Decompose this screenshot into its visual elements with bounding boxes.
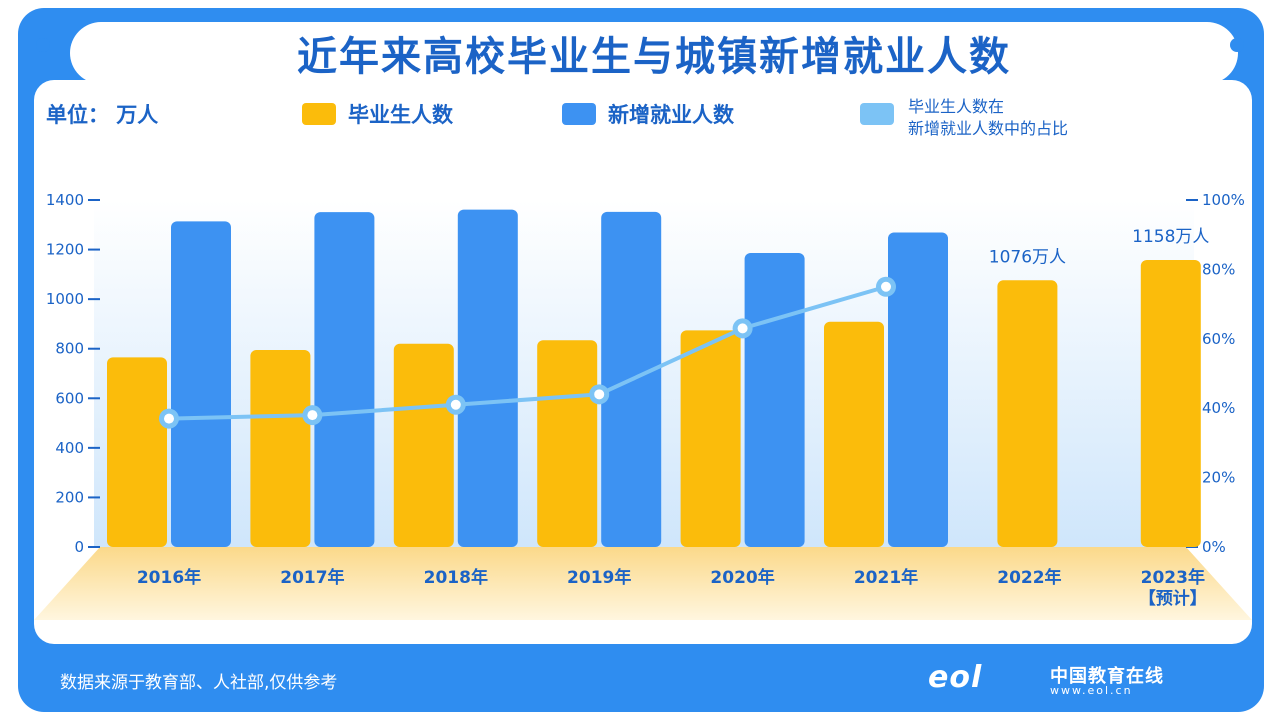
bar-graduates [107,357,167,547]
ratio-line [159,276,896,429]
y-left-tick-label: 1400 [46,191,84,209]
floor-band [34,547,1252,620]
ratio-point [737,323,748,334]
legend-label-ratio-line1: 毕业生人数在 [908,97,1004,116]
eol-logo-name: 中国教育在线 [1050,666,1164,687]
x-tick-label: 2018年 [424,567,488,588]
x-tick-label: 2022年 [997,567,1061,588]
y-left-tick-label: 0 [74,538,84,556]
labels: 2016年 2017年 2018年 2019年 2020年 2021年 2022年 2023年… [137,227,1210,609]
y-right-tick-label: 0% [1202,538,1226,556]
y-right-tick-label: 40% [1202,399,1235,417]
legend-swatch-ratio [860,103,894,125]
y-left-tick-label: 200 [55,488,84,506]
legend-swatch-graduates [302,103,336,125]
bar-value-annotation: 1158万人 [1132,227,1209,247]
legend-swatch-new-jobs [562,103,596,125]
ratio-point [594,389,605,400]
bar-new-jobs [457,209,518,547]
legend-label-graduates: 毕业生人数 [348,103,454,127]
legend: 单位： 万人 毕业生人数 新增就业人数 毕业生人数在 新增就业人数中的占比 [46,97,1068,138]
ratio-point [450,399,461,410]
bar-graduates [1140,259,1201,547]
y-right-tick-label: 60% [1202,330,1235,348]
legend-label-ratio-line2: 新增就业人数中的占比 [908,119,1068,138]
title-left-dot [36,38,50,52]
y-left-tick-label: 400 [55,439,84,457]
ratio-point [307,410,318,421]
bar-graduates [824,321,884,547]
bar-graduates [997,280,1058,547]
bar-new-jobs [171,221,231,547]
axes: 0 200 400 600 800 1000 1200 1400 0% 20% 40% 60% 80% 1… [46,191,1245,556]
bar-new-jobs [314,212,375,547]
y-left-tick-label: 1000 [46,290,84,308]
chart-svg: 单位： 万人 毕业生人数 新增就业人数 毕业生人数在 新增就业人数中的占比 0 2… [34,97,1252,620]
y-right-tick-label: 80% [1202,260,1235,278]
chart-panel: 单位： 万人 毕业生人数 新增就业人数 毕业生人数在 新增就业人数中的占比 0 2… [34,80,1252,644]
y-right-tick-label: 100% [1202,191,1245,209]
ratio-point [164,413,174,424]
title-banner: 近年来高校毕业生与城镇新增就业人数 [70,22,1238,84]
bar-new-jobs [744,253,805,547]
chart-title: 近年来高校毕业生与城镇新增就业人数 [297,34,1011,80]
ratio-point [881,281,891,292]
bar-graduates [250,349,311,547]
ratio-line-path [168,284,887,421]
bar-graduates [537,340,598,547]
y-left-tick-label: 600 [55,389,84,407]
x-tick-note: 【预计】 [1139,588,1207,609]
y-left-tick-label: 800 [55,340,84,358]
x-tick-label: 2020年 [710,567,774,588]
bar-value-annotation: 1076万人 [989,247,1066,267]
x-tick-label: 2019年 [567,567,631,588]
title-right-dot [1230,38,1244,52]
legend-label-new-jobs: 新增就业人数 [608,103,735,127]
x-tick-label: 2021年 [854,567,918,588]
unit-label: 单位： 万人 [46,103,158,127]
x-tick-label: 2016年 [137,567,201,588]
x-tick-label: 2023年 [1141,567,1205,588]
bar-graduates [393,343,454,547]
bar-new-jobs [888,232,948,547]
x-tick-label: 2017年 [280,567,344,588]
y-left-tick-label: 1200 [46,241,84,259]
data-source-note: 数据来源于教育部、人社部,仅供参考 [60,673,338,693]
eol-logo-mark: eol [928,660,983,695]
bar-graduates [680,330,741,547]
y-right-tick-label: 20% [1202,469,1235,487]
eol-logo-url: www.eol.cn [1050,684,1133,697]
